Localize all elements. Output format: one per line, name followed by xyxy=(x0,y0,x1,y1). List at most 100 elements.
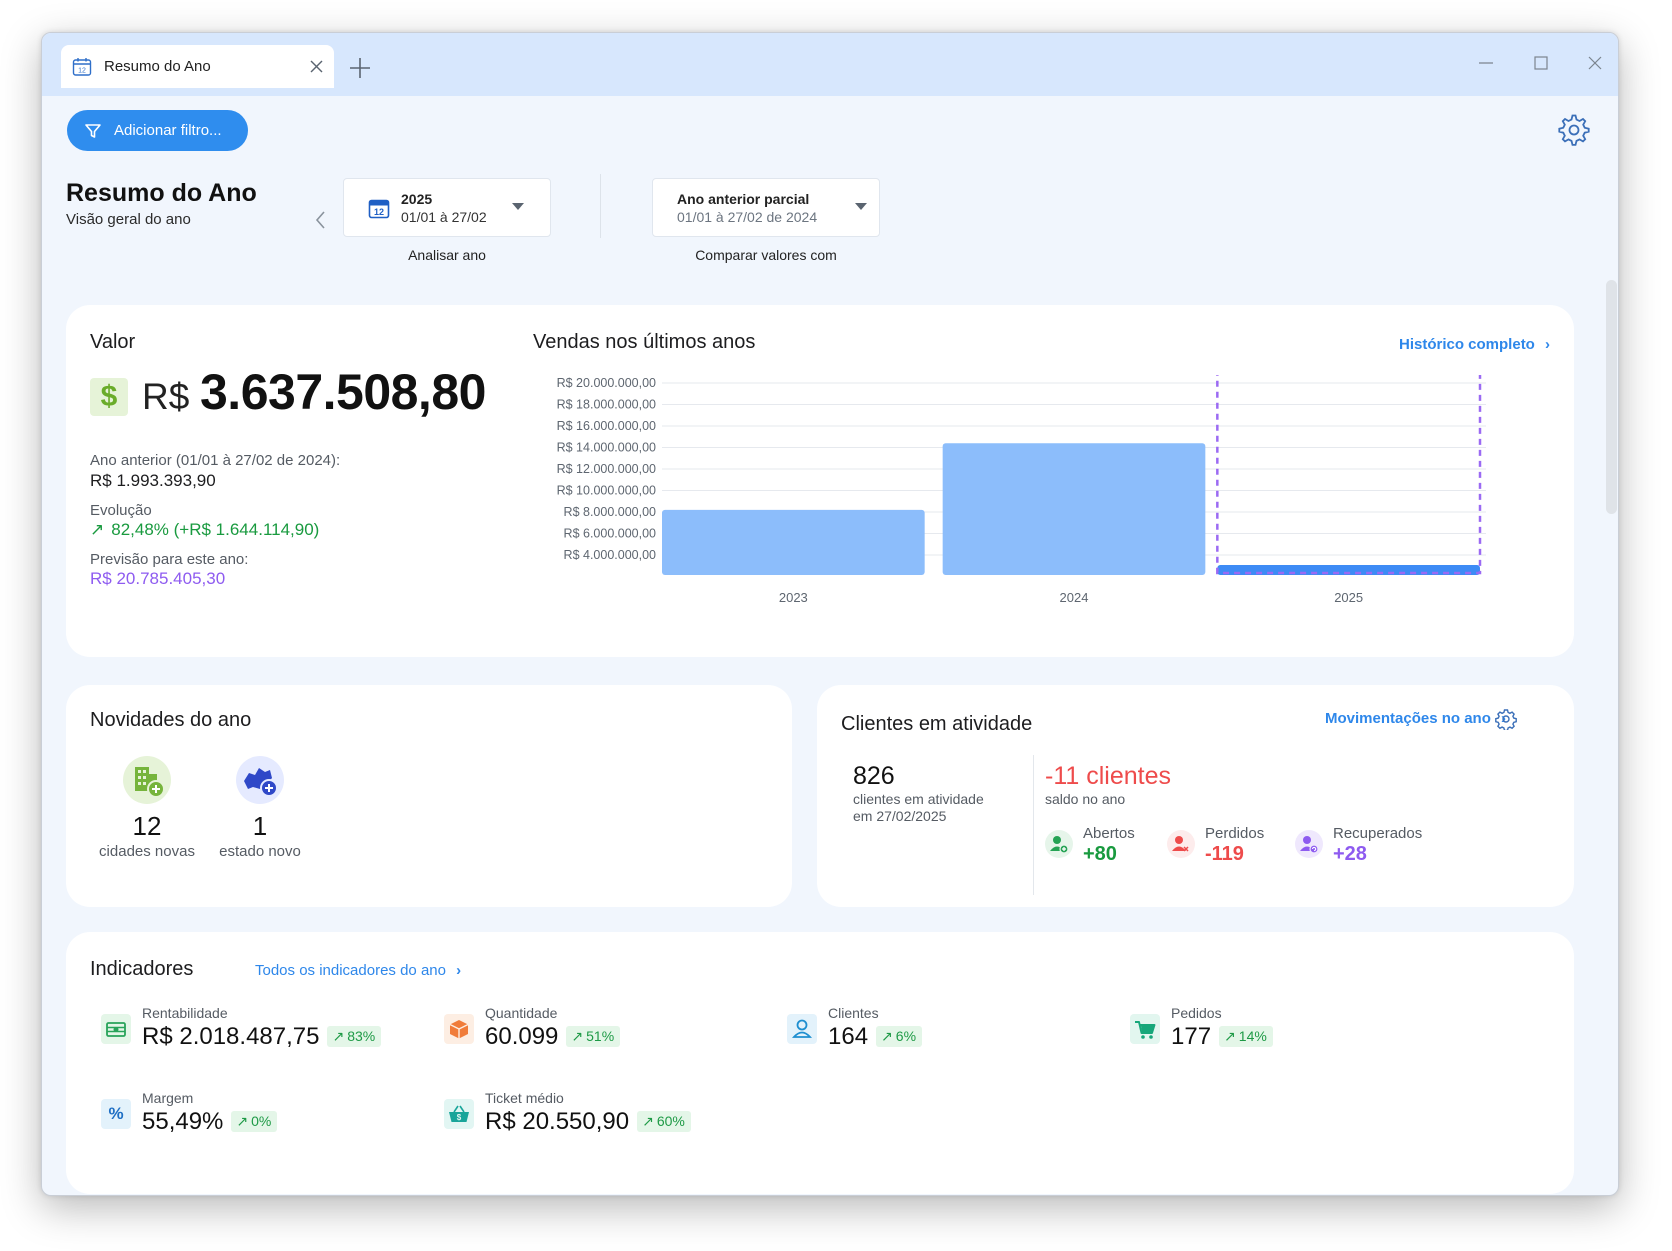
tab-label: Resumo do Ano xyxy=(104,58,211,75)
change-badge: 83% xyxy=(327,1026,382,1047)
user-add-icon xyxy=(1045,830,1073,858)
ind-clientes-value: 164 6% xyxy=(828,1023,923,1051)
new-tab-icon[interactable] xyxy=(347,55,373,81)
indicadores-card: Indicadores Todos os indicadores do ano … xyxy=(66,932,1574,1194)
y-tick-label: R$ 12.000.000,00 xyxy=(557,462,656,476)
lost-label: Perdidos xyxy=(1205,825,1265,842)
lost-value: -119 xyxy=(1205,843,1244,865)
sales-chart: R$ 20.000.000,00 R$ 18.000.000,00 R$ 16.00… xyxy=(557,375,1486,605)
add-filter-button[interactable]: Adicionar filtro... xyxy=(67,110,248,151)
app-window: 12 Resumo do Ano Adicionar filtro... xyxy=(41,32,1619,1196)
analyze-range: 01/01 à 27/02 xyxy=(401,209,487,225)
user-remove-icon xyxy=(1167,830,1195,858)
chevron-right-icon: › xyxy=(1545,336,1551,353)
x-tick-label: 2025 xyxy=(1334,590,1363,605)
all-indicators-label: Todos os indicadores do ano xyxy=(255,962,446,979)
forecast-label: Previsão para este ano: xyxy=(90,551,249,568)
ind-margem-label: Margem xyxy=(142,1090,194,1106)
maximize-icon[interactable] xyxy=(1529,51,1553,75)
svg-text:12: 12 xyxy=(374,207,384,217)
svg-text:12: 12 xyxy=(78,67,86,74)
evolution-text: 82,48% (+R$ 1.644.114,90) xyxy=(111,520,320,539)
bar xyxy=(662,509,925,575)
ind-quantidade-value: 60.099 51% xyxy=(485,1023,621,1051)
caret-down-icon xyxy=(855,203,867,210)
divider xyxy=(600,174,601,238)
compare-dropdown[interactable]: Ano anterior parcial 01/01 à 27/02 de 20… xyxy=(652,178,880,237)
new-city-icon xyxy=(123,756,171,804)
change-badge: 51% xyxy=(566,1026,621,1047)
valor-amount: 3.637.508,80 xyxy=(200,364,486,420)
page-subtitle: Visão geral do ano xyxy=(66,211,191,228)
recovered-value: +28 xyxy=(1333,843,1367,865)
close-tab-icon[interactable] xyxy=(308,58,325,75)
active-clients-label: clientes em atividade xyxy=(853,791,984,807)
y-tick-label: R$ 4.000.000,00 xyxy=(564,548,656,562)
valor-title: Valor xyxy=(90,331,136,353)
opened-label: Abertos xyxy=(1083,825,1135,842)
chevron-left-icon[interactable] xyxy=(312,209,330,231)
add-filter-label: Adicionar filtro... xyxy=(114,122,222,139)
change-badge: 60% xyxy=(637,1111,691,1132)
forecast-bar-outline xyxy=(1216,375,1482,575)
y-tick-label: R$ 20.000.000,00 xyxy=(557,376,656,390)
y-tick-label: R$ 14.000.000,00 xyxy=(557,441,656,455)
chart-title: Vendas nos últimos anos xyxy=(533,331,756,353)
bar xyxy=(942,443,1206,575)
evolution-value: ↗ 82,48% (+R$ 1.644.114,90) xyxy=(90,520,319,540)
novidades-card: Novidades do ano 12 cidades novas xyxy=(66,685,792,907)
cart-icon xyxy=(1130,1014,1160,1044)
new-cities-label: cidades novas xyxy=(99,843,195,860)
user-recovered-icon xyxy=(1295,830,1323,858)
filter-icon xyxy=(85,123,101,138)
active-clients-date: em 27/02/2025 xyxy=(853,808,947,824)
new-cities-count: 12 xyxy=(132,811,162,841)
box-icon xyxy=(444,1014,474,1044)
scrollbar-thumb[interactable] xyxy=(1606,280,1617,514)
tab-resumo-do-ano[interactable]: 12 Resumo do Ano xyxy=(61,45,334,88)
gear-icon[interactable] xyxy=(1557,113,1591,147)
minimize-icon[interactable] xyxy=(1474,51,1498,75)
change-badge: 0% xyxy=(231,1111,278,1132)
y-tick-label: R$ 6.000.000,00 xyxy=(564,527,656,541)
analyze-year: 2025 xyxy=(401,191,433,207)
full-history-link[interactable]: Histórico completo › xyxy=(1399,336,1550,353)
ind-clientes-amount: 164 xyxy=(828,1023,869,1050)
y-tick-label: R$ 16.000.000,00 xyxy=(557,419,656,433)
compare-label: Ano anterior parcial xyxy=(677,191,810,207)
gear-icon[interactable] xyxy=(1495,708,1517,730)
movements-link[interactable]: Movimentações no ano › xyxy=(1325,710,1506,727)
recovered-label: Recuperados xyxy=(1333,825,1423,842)
ind-rentabilidade-amount: R$ 2.018.487,75 xyxy=(142,1023,320,1050)
money-stack-icon xyxy=(101,1014,131,1044)
user-icon xyxy=(787,1014,817,1044)
balance-value: -11 clientes xyxy=(1045,762,1171,790)
novidades-title: Novidades do ano xyxy=(90,709,252,731)
title-bar: 12 Resumo do Ano xyxy=(42,33,1618,96)
all-indicators-link[interactable]: Todos os indicadores do ano › xyxy=(255,962,461,979)
indicadores-title: Indicadores xyxy=(90,958,194,980)
ind-ticket-value: R$ 20.550,90 60% xyxy=(485,1108,691,1136)
new-states-label: estado novo xyxy=(219,843,301,860)
ind-ticket-label: Ticket médio xyxy=(485,1090,564,1106)
arrow-up-right-icon: ↗ xyxy=(90,520,105,539)
compare-caption: Comparar valores com xyxy=(695,247,837,263)
analyze-caption: Analisar ano xyxy=(408,247,486,263)
caret-down-icon xyxy=(512,203,524,210)
chevron-right-icon: › xyxy=(456,962,462,979)
percent-icon: % xyxy=(101,1099,131,1129)
calendar-icon: 12 xyxy=(368,199,390,219)
valor-currency: R$ xyxy=(142,376,190,417)
ind-clientes-label: Clientes xyxy=(828,1005,879,1021)
ind-margem-value: 55,49% 0% xyxy=(142,1108,278,1136)
calendar-icon: 12 xyxy=(72,57,92,76)
clientes-card: Clientes em atividade Movimentações no a… xyxy=(817,685,1574,907)
close-window-icon[interactable] xyxy=(1583,51,1607,75)
valor-card: Valor $ R$ 3.637.508,80 Ano anterior (01… xyxy=(66,305,1574,657)
ind-pedidos-value: 177 14% xyxy=(1171,1023,1273,1051)
x-tick-label: 2024 xyxy=(1060,590,1089,605)
compare-range: 01/01 à 27/02 de 2024 xyxy=(677,209,818,225)
analyze-year-dropdown[interactable]: 12 2025 01/01 à 27/02 xyxy=(343,178,551,237)
new-states-count: 1 xyxy=(252,811,268,841)
ind-quantidade-label: Quantidade xyxy=(485,1005,558,1021)
